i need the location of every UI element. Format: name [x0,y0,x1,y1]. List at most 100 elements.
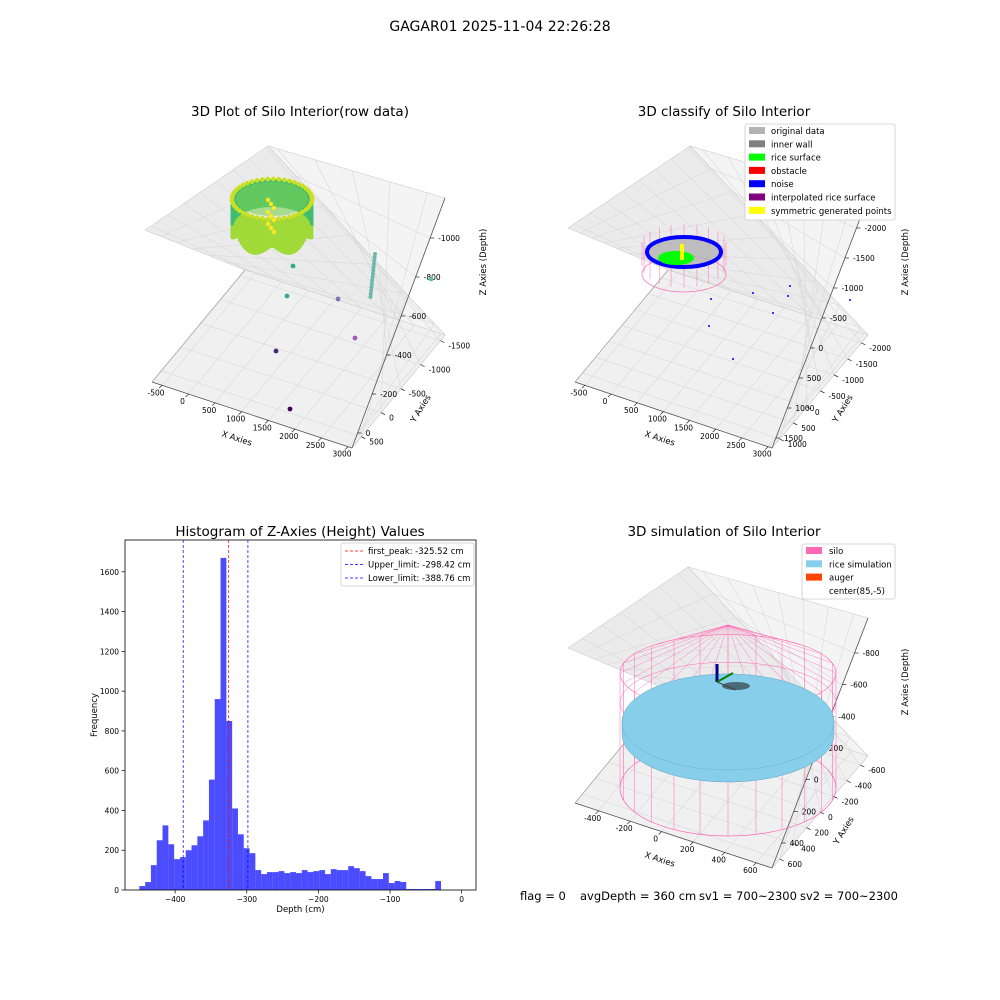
x-tick [764,446,769,450]
outlier-point [273,348,279,354]
y-tick-label: -500 [409,390,426,399]
legend-box [340,542,475,587]
legend-swatch [749,127,765,134]
legend-swatch [806,560,822,568]
z-tick-label: -200 [826,744,843,753]
silo-top-point [291,213,297,218]
silo-wire-roof [727,624,805,647]
noise-point [789,285,791,287]
center-x-arrow [716,681,737,691]
status-sv2: sv2 = 700~2300 [800,889,898,903]
panel1-3d-scatter: -5000500100015002000250030005000-500-100… [144,145,489,459]
legend-label: Upper_limit: -298.42 cm [368,561,471,571]
silo-top-point [276,176,282,182]
y-gridline-wall [361,192,428,437]
yellow-point [271,229,277,235]
x-tick [238,411,242,415]
x-tick-label: -200 [616,824,633,833]
vertical-point-run [368,291,373,296]
histogram-bar [243,848,250,890]
y-tick-label: 1200 [100,647,119,656]
z-tick-label: -400 [838,712,855,721]
legend-swatch [806,573,822,581]
page-title: GAGAR01 2025-11-04 22:26:28 [389,19,610,35]
x-tick-label: 200 [680,845,695,854]
y-gridline [621,325,821,392]
silo-wire-roof [727,624,833,684]
legend-label: original data [771,127,825,137]
z-tick-label: 1000 [795,404,814,413]
histogram-bar [197,836,204,890]
outlier-point [287,406,293,412]
z-tick-label: 0 [818,344,823,353]
outlier-point [352,335,358,341]
histogram-bar [388,883,395,890]
x-tick [595,810,599,815]
yellow-point [268,213,274,219]
histogram-bar [365,876,372,890]
x-tick [721,852,725,856]
noise-point [772,312,774,314]
z-gridline [591,191,846,259]
vertical-point-run [370,278,375,283]
vertical-point-run [371,265,376,270]
x-axis-line [574,802,773,869]
x-tick-label: −100 [380,895,401,904]
silo-top-point [291,180,297,185]
legend-swatch [749,153,765,161]
x-tick [344,446,349,450]
x-tick-label: 3000 [753,450,772,459]
panel4-title: 3D simulation of Silo Interior [627,524,821,540]
histogram-bar [412,889,418,890]
silo-top-point [309,193,315,199]
z-gridline [223,261,408,395]
x-tick-label: 0 [603,397,608,406]
x-tick [607,393,612,398]
silo-wire-roof [727,624,833,664]
vertical-point-run [370,275,375,280]
histogram-bar [284,873,291,890]
y-tick [820,390,825,394]
y-tick-label: -2000 [869,344,891,353]
silo-top-point [237,184,243,190]
x-tick-label: 0 [180,397,185,406]
silo-top-point [265,216,271,222]
z-tick-label: 0 [814,776,819,785]
silo-wire-roof [673,624,729,640]
x-tick-label: −200 [308,895,329,904]
x-gridline-wall [671,158,838,326]
histogram-bar [383,873,389,890]
y-gridline [582,793,780,860]
histogram-bar [348,866,355,890]
silo-top-point [244,212,250,218]
histogram-bar [313,871,320,890]
x-tick [738,437,743,442]
x-tick [660,411,664,415]
histogram-bar [145,882,151,890]
x-gridline [294,316,389,430]
noise-point [787,295,789,297]
x-gridline [188,281,282,395]
y-gridline [200,322,401,389]
silo-top-point [259,177,265,182]
y-tick-label: -200 [841,797,858,806]
y-tick-label: 0 [389,414,394,423]
y-tick [779,858,784,862]
histogram-bar [191,845,198,890]
histogram-bar [394,881,401,890]
legend-swatch [806,547,822,554]
vertical-point-run [368,294,373,299]
yellow-point [265,221,271,227]
panel2-title: 3D classify of Silo Interior [638,104,811,120]
x-gridline [610,281,705,395]
histogram-bar [359,871,366,890]
yellow-point [271,205,277,211]
y-gridline-wall [702,149,862,344]
x-axis-line [151,381,353,449]
y-tick [792,843,798,846]
x-gridline [161,273,256,386]
y-gridline [582,372,780,440]
histogram-bar [203,820,209,890]
silo-top-point [244,180,250,186]
z-axis-label: Z Axies (Depth) [901,229,911,296]
